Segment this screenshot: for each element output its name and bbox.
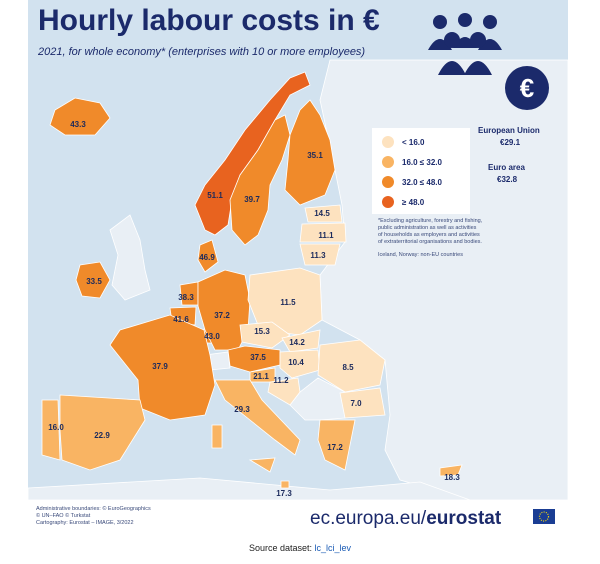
aggregate-value: €29.1 [500, 138, 521, 147]
source-link[interactable]: lc_lci_lev [315, 543, 352, 553]
region [299, 222, 347, 243]
euro-symbol: € [520, 73, 534, 103]
region-label: 37.9 [152, 362, 168, 371]
people-icon [428, 13, 502, 75]
brand: ec.europa.eu/eurostat [310, 508, 502, 529]
north-africa [27, 477, 471, 501]
region-label: 39.7 [244, 195, 260, 204]
region [317, 419, 356, 471]
region-label: 11.2 [273, 376, 289, 385]
aggregate-name: European Union [478, 126, 540, 135]
aggregate-name: Euro area [488, 163, 525, 172]
region-label: 14.5 [314, 209, 330, 218]
region-label: 43.3 [70, 120, 86, 129]
region-label: 15.3 [254, 327, 270, 336]
region-label: 17.3 [276, 489, 292, 498]
region-label: 14.2 [289, 338, 305, 347]
footnote: Iceland, Norway: non-EU countries [378, 252, 463, 258]
brand-domain: ec.europa.eu/ [310, 508, 427, 529]
region [49, 97, 111, 136]
region-label: 33.5 [86, 277, 102, 286]
region-label: 29.3 [234, 405, 250, 414]
region-label: 37.5 [250, 353, 266, 362]
region [75, 261, 111, 299]
footnote: public administration as well as activit… [378, 225, 477, 231]
footnote: of extraterritorial organisations and bo… [378, 239, 482, 245]
uk [109, 214, 151, 301]
region-label: 46.9 [199, 253, 215, 262]
region [197, 239, 219, 273]
region [248, 457, 276, 473]
region-label: 38.3 [178, 293, 194, 302]
legend-swatch [382, 196, 394, 208]
region [279, 349, 321, 379]
region [284, 99, 336, 206]
legend-swatch [382, 176, 394, 188]
eu-stars [538, 511, 550, 522]
region [304, 204, 343, 223]
region-label: 21.1 [253, 372, 269, 381]
legend-label: ≥ 48.0 [402, 198, 425, 207]
region-label: 37.2 [214, 311, 230, 320]
legend-label: < 16.0 [402, 138, 425, 147]
region-labels: 43.3 51.1 39.7 35.1 14.5 11.1 11.3 46.9 … [48, 120, 460, 498]
footnote: of households as employers and activitie… [378, 232, 480, 238]
credit: Cartography: Eurostat – IMAGE, 3/2022 [36, 520, 134, 526]
region-label: 35.1 [307, 151, 323, 160]
region [267, 377, 301, 406]
region [281, 329, 321, 353]
region [211, 424, 223, 449]
brand-name: eurostat [426, 508, 502, 529]
aggregate-value: €32.8 [497, 175, 518, 184]
footnote: *Excluding agriculture, forestry and fis… [378, 218, 483, 224]
region [59, 394, 146, 471]
region [109, 314, 216, 421]
region-label: 16.0 [48, 423, 64, 432]
region-label: 8.5 [342, 363, 354, 372]
region [299, 243, 341, 266]
source-label: Source dataset: [249, 543, 312, 553]
region [280, 480, 290, 489]
region-label: 22.9 [94, 431, 110, 440]
region-label: 10.4 [288, 358, 304, 367]
region [247, 267, 323, 336]
region-label: 41.6 [173, 315, 189, 324]
region-label: 11.3 [310, 251, 326, 260]
region-label: 51.1 [207, 191, 223, 200]
region-label: 18.3 [444, 473, 460, 482]
region-label: 43.0 [204, 332, 220, 341]
region [239, 321, 291, 349]
region [41, 399, 61, 461]
legend-swatch [382, 156, 394, 168]
region-label: 7.0 [350, 399, 362, 408]
legend-label: 32.0 ≤ 48.0 [402, 178, 443, 187]
region-label: 11.1 [318, 231, 334, 240]
euro-icon [505, 66, 549, 110]
title: Hourly labour costs in € [38, 4, 380, 37]
region [339, 387, 386, 419]
region [214, 379, 301, 456]
region-label: 17.2 [327, 443, 343, 452]
credit: Administrative boundaries: © EuroGeograp… [36, 505, 151, 512]
legend-swatch [382, 136, 394, 148]
source: Source dataset: lc_lci_lev [249, 543, 352, 553]
credit: © UN–FAO © Turkstat [36, 512, 91, 519]
legend-label: 16.0 ≤ 32.0 [402, 158, 443, 167]
region [317, 339, 386, 393]
region-label: 11.5 [280, 298, 296, 307]
subtitle: 2021, for whole economy* (enterprises wi… [37, 46, 365, 58]
eu-flag [533, 509, 555, 524]
region [439, 464, 463, 477]
